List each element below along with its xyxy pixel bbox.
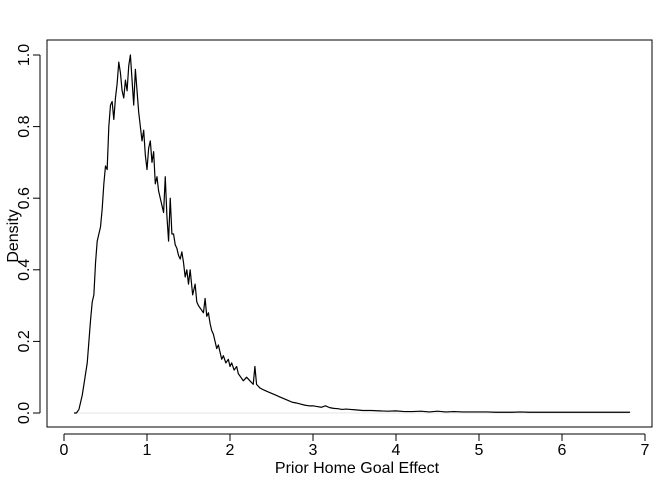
x-tick-label: 5: [475, 442, 484, 459]
x-axis-title: Prior Home Goal Effect: [275, 460, 440, 477]
x-tick-label: 4: [392, 442, 401, 459]
y-axis-title: Density: [5, 209, 22, 262]
y-tick-label: 0.2: [16, 330, 33, 352]
plot-frame: [46, 39, 653, 428]
x-tick-label: 1: [143, 442, 152, 459]
y-tick-label: 0.8: [16, 115, 33, 137]
x-tick-label: 6: [558, 442, 567, 459]
x-tick-label: 0: [60, 442, 69, 459]
y-axis: 0.0 0.2 0.4 0.6 0.8 1.0: [16, 44, 41, 424]
y-tick-label: 1.0: [16, 44, 33, 66]
x-axis: 0 1 2 3 4 5 6 7: [60, 433, 650, 459]
y-tick-label: 0.6: [16, 187, 33, 209]
x-tick-label: 3: [309, 442, 318, 459]
y-tick-label: 0.0: [16, 402, 33, 424]
plot-frame-layer: [46, 39, 653, 428]
series-layer: [73, 54, 631, 414]
y-tick-label: 0.4: [16, 259, 33, 281]
x-tick-label: 7: [641, 442, 650, 459]
x-tick-label: 2: [226, 442, 235, 459]
density-line: [73, 54, 631, 414]
